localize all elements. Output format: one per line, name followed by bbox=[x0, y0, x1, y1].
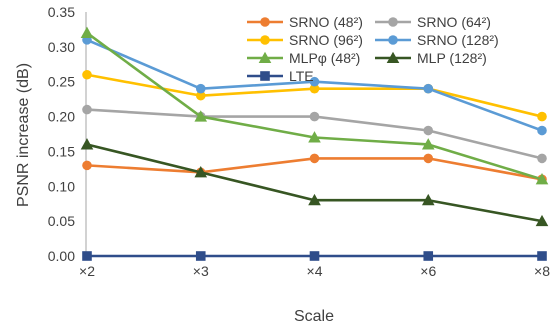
y-tick-label: 0.35 bbox=[48, 4, 75, 20]
y-tick-label: 0.10 bbox=[48, 178, 75, 194]
data-point bbox=[421, 193, 435, 206]
data-point bbox=[194, 166, 208, 178]
data-point bbox=[82, 69, 92, 80]
x-tick-label: ×6 bbox=[420, 263, 436, 279]
data-point bbox=[537, 111, 547, 122]
data-point bbox=[82, 160, 92, 171]
x-axis-title: Scale bbox=[294, 308, 334, 325]
y-tick-label: 0.00 bbox=[48, 248, 75, 264]
legend-marker bbox=[388, 35, 398, 45]
data-point bbox=[537, 125, 547, 136]
y-tick-labels: 0.00 0.05 0.10 0.15 0.20 0.25 0.30 0.35 bbox=[48, 4, 75, 264]
legend-item: LTE bbox=[247, 68, 314, 84]
data-point bbox=[535, 214, 549, 227]
x-tick-label: ×8 bbox=[534, 263, 550, 279]
data-point bbox=[309, 251, 320, 261]
legend-marker bbox=[258, 51, 272, 64]
data-point bbox=[309, 111, 320, 122]
x-tick-label: ×2 bbox=[79, 263, 95, 279]
x-tick-label: ×4 bbox=[307, 263, 323, 279]
data-point bbox=[195, 251, 206, 261]
legend-marker bbox=[260, 35, 270, 45]
series bbox=[80, 138, 549, 227]
data-point bbox=[82, 104, 92, 115]
data-point bbox=[423, 125, 434, 136]
legend-label: MLP (128²) bbox=[417, 50, 487, 66]
legend-item: SRNO (64²) bbox=[375, 14, 491, 30]
y-tick-label: 0.30 bbox=[48, 39, 75, 55]
legend-marker bbox=[260, 17, 270, 27]
y-tick-label: 0.25 bbox=[48, 74, 75, 90]
data-point bbox=[421, 138, 435, 150]
data-point bbox=[82, 251, 92, 261]
data-point bbox=[80, 26, 94, 38]
x-tick-label: ×3 bbox=[193, 263, 209, 279]
legend-marker bbox=[388, 17, 398, 27]
series bbox=[82, 104, 547, 164]
data-point bbox=[423, 83, 434, 94]
data-point bbox=[535, 173, 549, 185]
legend-item: MLPφ (48²) bbox=[247, 50, 360, 66]
data-point bbox=[423, 153, 434, 164]
legend-marker bbox=[386, 51, 400, 64]
legend-item: SRNO (128²) bbox=[375, 32, 499, 48]
data-point bbox=[308, 131, 321, 143]
data-point bbox=[537, 153, 547, 164]
series bbox=[82, 35, 547, 136]
series bbox=[82, 251, 547, 261]
legend-item: MLP (128²) bbox=[375, 50, 487, 66]
series-group bbox=[80, 26, 549, 261]
y-tick-label: 0.15 bbox=[48, 143, 75, 159]
data-point bbox=[537, 251, 547, 261]
legend-item: SRNO (48²) bbox=[247, 14, 363, 30]
legend-label: SRNO (128²) bbox=[417, 32, 499, 48]
data-point bbox=[308, 193, 321, 206]
legend-label: SRNO (64²) bbox=[417, 14, 491, 30]
legend-item: SRNO (96²) bbox=[247, 32, 363, 48]
legend-label: SRNO (48²) bbox=[289, 14, 363, 30]
x-tick-labels: ×2 ×3 ×4 ×6 ×8 bbox=[79, 263, 550, 279]
legend-label: MLPφ (48²) bbox=[289, 50, 360, 66]
y-axis-title: PSNR increase (dB) bbox=[15, 63, 32, 207]
legend: SRNO (48²) SRNO (64²) SRNO (96²) SRNO (128²… bbox=[247, 14, 499, 84]
legend-marker bbox=[260, 71, 270, 81]
data-point bbox=[423, 251, 434, 261]
data-point bbox=[195, 83, 206, 94]
series bbox=[80, 26, 549, 185]
data-point bbox=[80, 138, 94, 150]
data-point bbox=[309, 83, 320, 94]
data-point bbox=[309, 76, 320, 87]
y-tick-label: 0.05 bbox=[48, 213, 75, 229]
data-point bbox=[195, 90, 206, 101]
legend-label: LTE bbox=[289, 68, 314, 84]
data-point bbox=[194, 110, 208, 122]
legend-label: SRNO (96²) bbox=[289, 32, 363, 48]
y-tick-label: 0.20 bbox=[48, 109, 75, 125]
data-point bbox=[309, 153, 320, 164]
